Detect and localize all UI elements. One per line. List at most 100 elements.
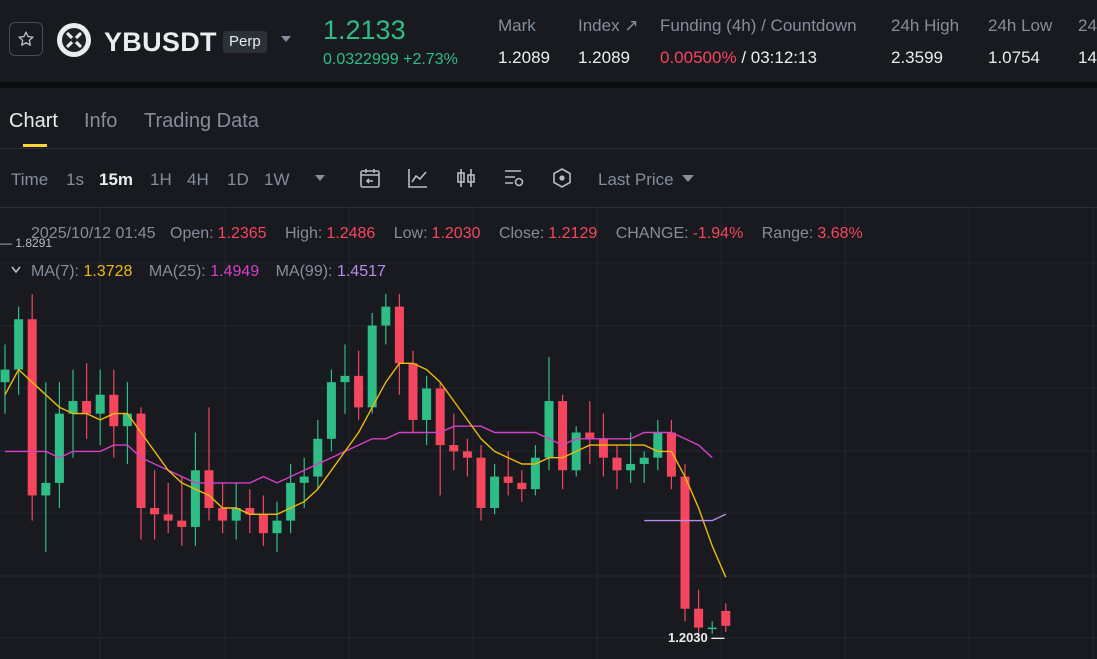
candle-body xyxy=(354,375,364,408)
tabs-divider xyxy=(0,148,1097,149)
interval-4h[interactable]: 4H xyxy=(187,170,209,189)
candle-body xyxy=(585,432,595,439)
active-tab-indicator xyxy=(23,144,47,147)
candle-body xyxy=(258,514,268,534)
favorite-button[interactable] xyxy=(9,22,43,56)
candle-body xyxy=(286,482,296,521)
range-label: Range: xyxy=(761,225,814,242)
stat-funding-value: 0.00500% / 03:12:13 xyxy=(660,48,857,68)
candle-body xyxy=(367,325,377,408)
candle-body xyxy=(163,514,173,521)
change-value: -1.94% xyxy=(692,225,744,242)
stat-24h-low-label: 24h Low xyxy=(988,16,1053,35)
ma99-line xyxy=(644,513,727,522)
price-chart[interactable] xyxy=(0,207,1097,659)
price-type-chevron-icon[interactable] xyxy=(680,170,696,186)
ma25-line xyxy=(5,425,713,484)
interval-15m[interactable]: 15m xyxy=(99,170,134,189)
candle-body xyxy=(707,627,717,630)
candle-body xyxy=(204,470,214,509)
stat-mark-value: 1.2089 xyxy=(498,48,550,67)
candle-body xyxy=(326,382,336,439)
candle-body xyxy=(408,363,418,420)
candle-body xyxy=(272,520,282,534)
interval-1w[interactable]: 1W xyxy=(264,170,290,189)
ma7-value: 1.3728 xyxy=(83,263,133,280)
candle-body xyxy=(666,432,676,477)
indicator-icon[interactable] xyxy=(406,166,430,190)
star-icon xyxy=(18,31,34,46)
candle-body xyxy=(394,306,404,364)
range-value: 3.68% xyxy=(817,225,863,242)
ma25-label: MA(25): xyxy=(148,263,206,280)
candle-body xyxy=(299,476,309,483)
ma99-label: MA(99): xyxy=(275,263,333,280)
stat-24h-volume: 24 14 xyxy=(1078,16,1097,68)
collapse-ma-icon[interactable] xyxy=(10,264,22,276)
candle-body xyxy=(14,319,24,370)
candle-body xyxy=(150,508,160,515)
view-tabs: Chart Info Trading Data xyxy=(0,110,400,146)
price-change-abs: 0.0322999 xyxy=(323,51,399,68)
visible-high-marker: — 1.8291 xyxy=(0,236,53,250)
candle-body xyxy=(54,413,64,483)
close-value: 1.2129 xyxy=(548,225,598,242)
ma7-label: MA(7): xyxy=(31,263,79,280)
candle-body xyxy=(544,401,554,458)
tab-trading-data[interactable]: Trading Data xyxy=(144,110,259,132)
close-label: Close: xyxy=(498,225,545,242)
high-value: 1.2486 xyxy=(326,225,376,242)
hexagon-settings-icon[interactable] xyxy=(550,166,574,190)
low-value: 1.2030 xyxy=(431,225,481,242)
funding-rate: 0.00500% xyxy=(660,48,737,67)
candle-body xyxy=(0,369,10,383)
candle-body xyxy=(95,394,105,414)
candle-body xyxy=(476,457,486,509)
candlestick-chart[interactable] xyxy=(0,207,1097,659)
open-label: Open: xyxy=(170,225,214,242)
price-type-label: Last Price xyxy=(598,170,674,189)
coin-logo-icon xyxy=(57,23,91,57)
candle-body xyxy=(558,401,568,471)
time-label[interactable]: Time xyxy=(11,170,49,189)
symbol-name[interactable]: YBUSDT xyxy=(104,27,217,57)
funding-countdown: / 03:12:13 xyxy=(741,48,817,67)
interval-1h[interactable]: 1H xyxy=(150,170,172,189)
stat-index[interactable]: Index ↗ 1.2089 xyxy=(578,16,639,68)
open-value: 1.2365 xyxy=(217,225,267,242)
ticker-header: YBUSDT Perp 1.2133 0.0322999 +2.73% Mark… xyxy=(0,0,1097,82)
visible-high-value: 1.8291 xyxy=(15,236,53,250)
change-label: CHANGE: xyxy=(615,225,689,242)
stat-index-value: 1.2089 xyxy=(578,48,630,67)
stat-mark-label: Mark xyxy=(498,16,536,35)
candle-body xyxy=(68,401,78,414)
stat-index-label: Index ↗ xyxy=(578,16,639,35)
candle-body xyxy=(381,306,391,326)
interval-1d[interactable]: 1D xyxy=(227,170,249,189)
candle-body xyxy=(530,457,540,490)
candle-body xyxy=(190,470,200,527)
candle-body xyxy=(82,401,92,414)
chevron-down-icon[interactable] xyxy=(312,170,328,186)
calendar-jump-icon[interactable] xyxy=(358,166,382,190)
tab-chart[interactable]: Chart xyxy=(9,110,58,132)
candle-body xyxy=(340,375,350,383)
candle-body xyxy=(503,476,513,483)
price-type-select[interactable]: Last Price xyxy=(598,170,674,190)
stat-24h-volume-label: 24 xyxy=(1078,16,1097,35)
stat-funding: Funding (4h) / Countdown 0.00500% / 03:1… xyxy=(660,16,857,68)
candle-body xyxy=(27,319,37,496)
interval-1s[interactable]: 1s xyxy=(66,170,84,189)
candle-body xyxy=(721,610,731,626)
header-divider xyxy=(0,82,1097,88)
candle-body xyxy=(122,413,132,427)
symbol-dropdown-icon[interactable] xyxy=(281,36,291,42)
candle-type-icon[interactable] xyxy=(454,166,478,190)
candle-body xyxy=(218,508,228,521)
tab-info[interactable]: Info xyxy=(84,110,118,132)
high-label: High: xyxy=(285,225,323,242)
chart-settings-icon[interactable] xyxy=(502,166,526,190)
candle-body xyxy=(435,388,445,446)
visible-low-marker: 1.2030 — xyxy=(668,630,725,645)
candle-body xyxy=(422,388,432,420)
